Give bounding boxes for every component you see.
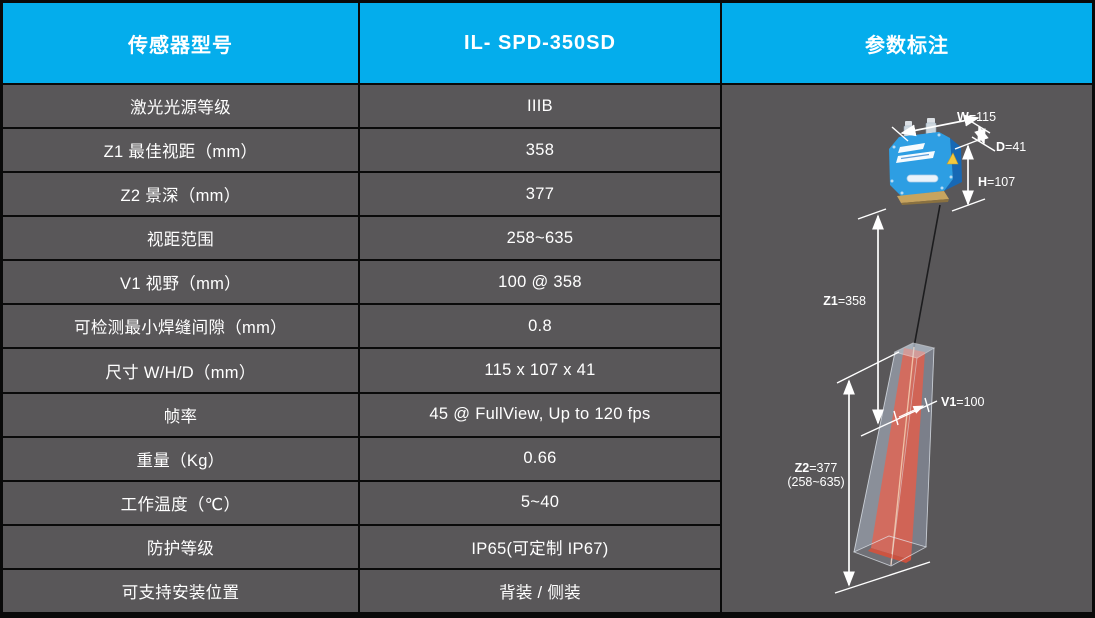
- row-label-protection-rating: 防护等级: [3, 525, 358, 568]
- row-value-min-seam-gap: 0.8: [360, 305, 720, 348]
- row-label-v1-field-of-view: V1 视野（mm）: [3, 261, 358, 304]
- measuring-volume-frustum: [852, 342, 936, 567]
- annotation-z1-distance: Z1=358: [823, 294, 866, 308]
- annotation-z2-depth: Z2=377 (258~635): [778, 461, 854, 489]
- annotation-height: H=107: [978, 175, 1016, 189]
- annotation-depth: D=41: [996, 140, 1027, 154]
- row-value-laser-class: IIIB: [360, 85, 720, 128]
- row-label-laser-class: 激光光源等级: [3, 85, 358, 128]
- row-label-z2-depth-of-field: Z2 景深（mm）: [3, 173, 358, 216]
- warning-triangle-icon: [946, 152, 959, 165]
- header-parameter-diagram: 参数标注: [722, 3, 1092, 83]
- row-label-min-seam-gap: 可检测最小焊缝间隙（mm）: [3, 305, 358, 348]
- row-label-weight: 重量（Kg）: [3, 437, 358, 480]
- row-value-weight: 0.66: [360, 437, 720, 480]
- row-value-distance-range: 258~635: [360, 217, 720, 260]
- header-sensor-model: 传感器型号: [3, 3, 358, 83]
- row-label-dimensions: 尺寸 W/H/D（mm）: [3, 349, 358, 392]
- row-value-operating-temperature: 5~40: [360, 481, 720, 524]
- row-value-dimensions: 115 x 107 x 41: [360, 349, 720, 392]
- sensor-measurement-diagram: [834, 114, 996, 594]
- row-value-mounting-position: 背装 / 侧装: [360, 569, 720, 612]
- row-label-operating-temperature: 工作温度（℃）: [3, 481, 358, 524]
- row-label-frame-rate: 帧率: [3, 393, 358, 436]
- annotation-v1-field-of-view: V1=100: [941, 395, 985, 409]
- row-label-distance-range: 视距范围: [3, 217, 358, 260]
- row-value-frame-rate: 45 @ FullView, Up to 120 fps: [360, 393, 720, 436]
- row-value-z1-best-distance: 358: [360, 129, 720, 172]
- row-label-z1-best-distance: Z1 最佳视距（mm）: [3, 129, 358, 172]
- row-value-z2-depth-of-field: 377: [360, 173, 720, 216]
- annotation-z2-range: (258~635): [787, 475, 845, 489]
- row-value-v1-field-of-view: 100 @ 358: [360, 261, 720, 304]
- annotation-width: W=115: [957, 110, 997, 124]
- laser-beam-line: [913, 204, 941, 348]
- parameter-diagram-panel: W=115 D=41 H=107 Z1=358 V1=100 Z2=377 (2…: [722, 85, 1092, 612]
- dimension-lines: [834, 114, 996, 594]
- row-value-protection-rating: IP65(可定制 IP67): [360, 525, 720, 568]
- row-label-mounting-position: 可支持安装位置: [3, 569, 358, 612]
- sensor-device-illustration: [889, 118, 962, 205]
- header-model-number: IL- SPD-350SD: [360, 3, 720, 83]
